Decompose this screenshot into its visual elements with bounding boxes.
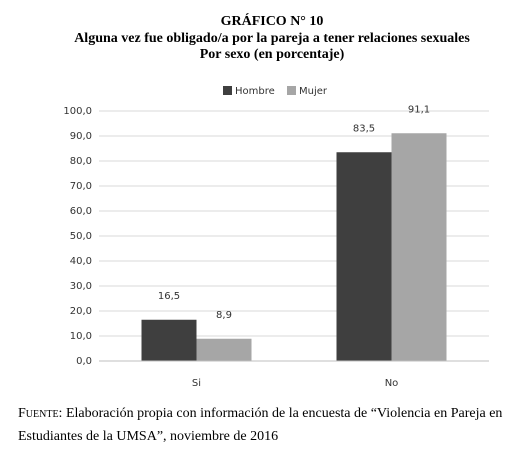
- y-tick-label: 10,0: [70, 331, 92, 342]
- source-label: Fuente:: [18, 406, 63, 421]
- value-label: 16,5: [158, 291, 180, 302]
- x-tick-label: Si: [192, 378, 201, 389]
- value-label: 83,5: [353, 123, 375, 134]
- value-label: 8,9: [216, 310, 232, 321]
- source-text: Elaboración propia con información de la…: [18, 406, 503, 444]
- source-note: Fuente: Elaboración propia con informaci…: [18, 402, 518, 448]
- chart-title: GRÁFICO N° 10: [221, 12, 324, 29]
- y-tick-label: 0,0: [76, 356, 92, 367]
- y-tick-label: 90,0: [70, 131, 92, 142]
- x-tick-label: No: [385, 378, 399, 389]
- legend-swatch: [287, 86, 296, 95]
- y-tick-label: 20,0: [70, 306, 92, 317]
- y-tick-label: 50,0: [70, 231, 92, 242]
- legend-swatch: [223, 86, 232, 95]
- chart: GRÁFICO N° 10 Alguna vez fue obligado/a …: [63, 12, 489, 389]
- legend-label: Mujer: [299, 86, 328, 97]
- bar: [141, 319, 197, 361]
- y-tick-label: 40,0: [70, 256, 92, 267]
- y-tick-label: 30,0: [70, 281, 92, 292]
- y-tick-label: 60,0: [70, 206, 92, 217]
- legend-label: Hombre: [235, 86, 275, 97]
- y-tick-label: 80,0: [70, 156, 92, 167]
- chart-subtitle: Alguna vez fue obligado/a por la pareja …: [74, 31, 470, 46]
- bar: [196, 338, 252, 361]
- y-tick-label: 70,0: [70, 181, 92, 192]
- y-tick-label: 100,0: [63, 106, 92, 117]
- bar: [336, 152, 392, 361]
- bar: [391, 133, 447, 361]
- value-label: 91,1: [408, 104, 430, 115]
- chart-subtitle: Por sexo (en porcentaje): [200, 47, 345, 62]
